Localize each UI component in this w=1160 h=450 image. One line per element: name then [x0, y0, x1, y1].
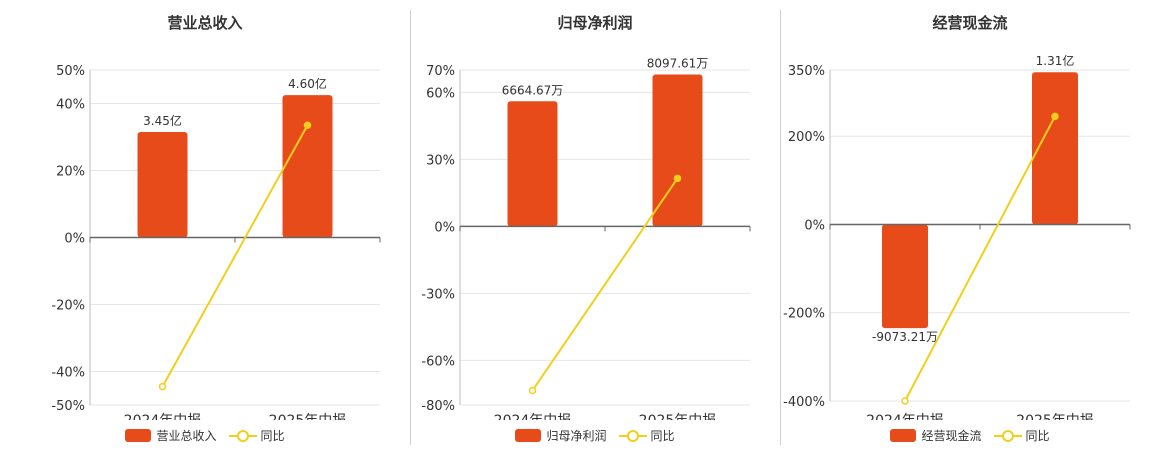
yoy-line [531, 177, 679, 392]
legend-bar-label: 归母净利润 [546, 429, 607, 443]
legend-bar-swatch [890, 429, 917, 442]
legend-bar-label: 营业总收入 [156, 429, 217, 443]
y-tick-label: -60% [421, 354, 455, 369]
bar-value-label: 8097.61万 [647, 56, 709, 70]
y-tick-label: 20% [56, 165, 85, 180]
chart-title: 营业总收入 [167, 14, 243, 32]
yoy-point [528, 386, 537, 395]
y-tick-label: -80% [421, 399, 455, 414]
bar-value-label: 4.60亿 [288, 76, 327, 91]
x-tick-label: 2025年中报 [1016, 413, 1094, 420]
bar [137, 131, 188, 238]
chart-title: 归母净利润 [557, 14, 633, 32]
x-tick-label: 2025年中报 [639, 413, 717, 420]
x-tick-label: 2024年中报 [494, 413, 572, 420]
bar [1032, 72, 1078, 225]
legend-line-label: 同比 [1025, 429, 1050, 443]
bar-value-label: -9073.21万 [872, 330, 938, 344]
yoy-point [901, 397, 909, 405]
bar-value-label: 6664.67万 [502, 83, 564, 97]
y-tick-label: -200% [783, 307, 825, 322]
yoy-point [158, 382, 167, 391]
legend[interactable]: 营业总收入 同比 [0, 427, 410, 444]
y-tick-label: -30% [421, 287, 455, 302]
legend-bar-swatch [125, 429, 152, 442]
legend-line-label: 同比 [260, 429, 285, 443]
chart-title: 经营现金流 [932, 14, 1008, 32]
legend-line-label: 同比 [650, 429, 675, 443]
y-tick-label: -20% [51, 299, 85, 314]
yoy-point [303, 121, 312, 130]
panel-divider [780, 10, 781, 445]
legend-line-swatch [618, 429, 647, 443]
chart-svg: 350% 200% 0% -200% -400% -9073.21万 1.31亿 2024年中… [783, 53, 1131, 420]
bar [882, 224, 928, 329]
yoy-line [161, 124, 309, 388]
y-tick-label: 30% [426, 153, 455, 168]
y-tick-label: 60% [426, 86, 455, 101]
bar [652, 74, 703, 227]
panel-divider [410, 10, 411, 445]
bar [507, 101, 558, 227]
yoy-point [1051, 112, 1059, 121]
chart-svg: 50% 40% 20% 0% -20% -40% -50% 3.45亿 4.60亿 2024年中报… [51, 64, 381, 420]
legend-bar-label: 经营现金流 [921, 429, 982, 443]
chart-svg: 70% 60% 30% 0% -30% -60% -80% 6664.67万 8097.61万 2… [421, 56, 751, 420]
chart-panel: 经营现金流 350% 200% 0% -200% -400% -9073.21万 1.31亿 2… [780, 0, 1160, 450]
legend-line-swatch [228, 429, 257, 443]
yoy-line [904, 115, 1056, 402]
chart-panel: 归母净利润 70% 60% 30% 0% -30% -60% -80% 6664.67万 8097… [410, 0, 780, 450]
y-tick-label: 50% [56, 64, 85, 79]
y-tick-label: 0% [64, 232, 85, 247]
bar-value-label: 1.31亿 [1036, 53, 1075, 68]
y-tick-label: 40% [56, 98, 85, 113]
y-tick-label: 350% [788, 64, 825, 79]
legend-line-swatch [993, 429, 1022, 443]
y-tick-label: 70% [426, 64, 455, 79]
x-tick-label: 2024年中报 [124, 413, 202, 420]
y-tick-label: 0% [804, 218, 825, 233]
y-tick-label: 200% [788, 130, 825, 145]
y-tick-label: -400% [783, 395, 825, 410]
chart-panel: 营业总收入 50% 40% 20% 0% -20% -40% -50% 3.45亿 4.60亿 20… [0, 0, 410, 450]
y-tick-label: -50% [51, 399, 85, 414]
legend[interactable]: 经营现金流 同比 [780, 427, 1160, 444]
y-tick-label: 0% [434, 220, 455, 235]
x-tick-label: 2024年中报 [866, 413, 944, 420]
bar [282, 95, 333, 238]
legend[interactable]: 归母净利润 同比 [410, 427, 780, 444]
x-tick-label: 2025年中报 [269, 413, 347, 420]
legend-bar-swatch [515, 429, 542, 442]
bar-value-label: 3.45亿 [143, 113, 182, 128]
yoy-point [673, 174, 682, 183]
y-tick-label: -40% [51, 366, 85, 381]
